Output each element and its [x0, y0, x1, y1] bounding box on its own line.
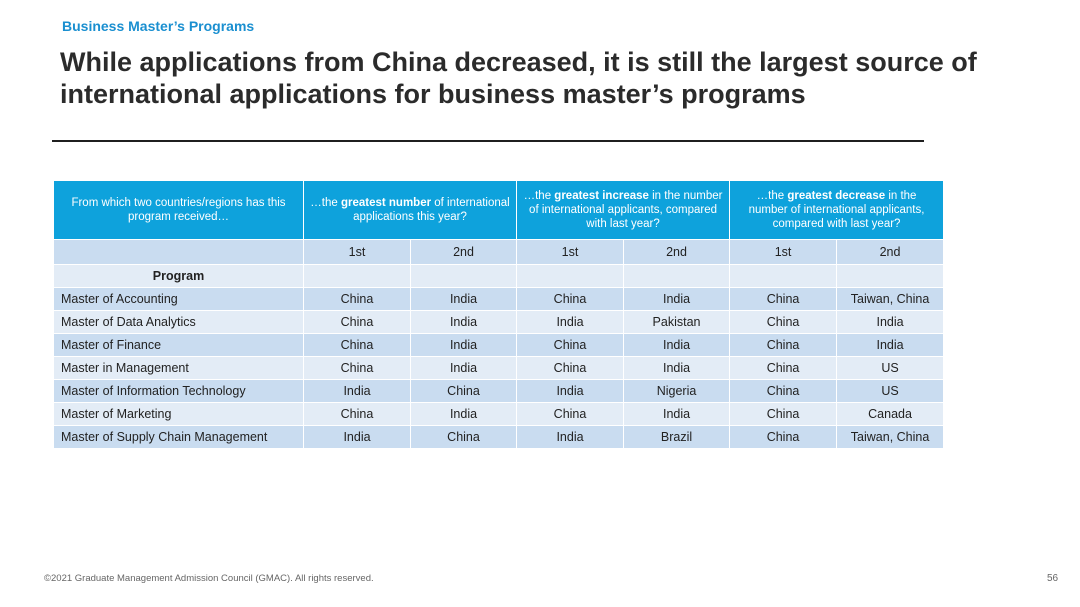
country-cell: India — [303, 379, 411, 403]
table-row: Master of Accounting China India China India… — [53, 287, 945, 311]
rank-cell: 1st — [729, 239, 838, 265]
page-number: 56 — [1047, 573, 1059, 584]
country-cell: China — [516, 333, 625, 357]
country-cell: China — [516, 287, 625, 311]
rank-row: 1st 2nd 1st 2nd 1st 2nd — [53, 239, 945, 265]
country-cell: India — [623, 287, 731, 311]
country-cell: India — [409, 333, 518, 357]
country-cell: China — [516, 402, 625, 426]
header-greatest-increase: …the greatest increase in the number of … — [516, 180, 731, 240]
country-cell: India — [409, 287, 518, 311]
copyright-footer: ©2021 Graduate Management Admission Coun… — [44, 573, 374, 584]
empty-cell — [409, 264, 518, 288]
country-cell: China — [303, 333, 411, 357]
country-cell: India — [623, 402, 731, 426]
table-row: Master of Marketing China India China India C… — [53, 402, 945, 426]
country-cell: Taiwan, China — [836, 287, 945, 311]
country-cell: India — [623, 333, 731, 357]
program-name-cell: Master of Finance — [53, 333, 304, 357]
country-cell: China — [729, 333, 838, 357]
table-row: Master of Information Technology India Chi… — [53, 379, 945, 403]
header-greatest-number: …the greatest number of international ap… — [302, 180, 518, 240]
rank-cell: 2nd — [409, 239, 518, 265]
program-name-cell: Master of Marketing — [53, 402, 304, 426]
title-divider — [52, 140, 924, 142]
country-cell: Brazil — [623, 425, 731, 449]
country-cell: India — [303, 425, 411, 449]
country-cell: China — [729, 310, 838, 334]
country-cell: China — [303, 310, 411, 334]
country-cell: Pakistan — [623, 310, 731, 334]
header-greatest-decrease: …the greatest decrease in the number of … — [729, 180, 945, 240]
country-cell: China — [303, 356, 411, 380]
program-column-label: Program — [53, 264, 304, 288]
program-name-cell: Master of Information Technology — [53, 379, 304, 403]
country-cell: India — [836, 333, 945, 357]
table-row: Master of Data Analytics China India India P… — [53, 310, 945, 334]
rank-cell: 2nd — [623, 239, 731, 265]
program-name-cell: Master of Accounting — [53, 287, 304, 311]
section-label: Business Master’s Programs — [62, 18, 255, 34]
country-cell: China — [303, 287, 411, 311]
page-title: While applications from China decreased,… — [60, 47, 977, 109]
country-cell: China — [729, 287, 838, 311]
program-name-cell: Master in Management — [53, 356, 304, 380]
empty-cell — [836, 264, 945, 288]
country-cell: Canada — [836, 402, 945, 426]
empty-cell — [303, 264, 411, 288]
country-cell: India — [409, 402, 518, 426]
rank-empty-cell — [53, 239, 304, 265]
country-cell: China — [729, 356, 838, 380]
rank-cell: 2nd — [836, 239, 945, 265]
country-cell: US — [836, 379, 945, 403]
table-row: Master in Management China India China India… — [53, 356, 945, 380]
empty-cell — [516, 264, 625, 288]
country-cell: India — [516, 425, 625, 449]
table-header-row: From which two countries/regions has thi… — [53, 180, 945, 240]
country-cell: China — [303, 402, 411, 426]
empty-cell — [623, 264, 731, 288]
program-name-cell: Master of Data Analytics — [53, 310, 304, 334]
table-row: Master of Supply Chain Management India Ch… — [53, 425, 945, 449]
country-cell: US — [836, 356, 945, 380]
country-cell: China — [729, 402, 838, 426]
rank-cell: 1st — [303, 239, 411, 265]
table-row: Master of Finance China India China India Chi… — [53, 333, 945, 357]
country-cell: China — [729, 379, 838, 403]
country-cell: India — [516, 310, 625, 334]
rank-cell: 1st — [516, 239, 625, 265]
program-name-cell: Master of Supply Chain Management — [53, 425, 304, 449]
country-cell: Nigeria — [623, 379, 731, 403]
header-question: From which two countries/regions has thi… — [53, 180, 304, 240]
country-cell: India — [409, 310, 518, 334]
country-cell: China — [729, 425, 838, 449]
country-cell: India — [409, 356, 518, 380]
country-cell: China — [409, 379, 518, 403]
country-cell: China — [409, 425, 518, 449]
country-cell: India — [836, 310, 945, 334]
program-label-row: Program — [53, 264, 945, 288]
country-cell: China — [516, 356, 625, 380]
country-ranking-table: From which two countries/regions has thi… — [53, 180, 945, 449]
empty-cell — [729, 264, 838, 288]
country-cell: Taiwan, China — [836, 425, 945, 449]
country-cell: India — [623, 356, 731, 380]
country-cell: India — [516, 379, 625, 403]
